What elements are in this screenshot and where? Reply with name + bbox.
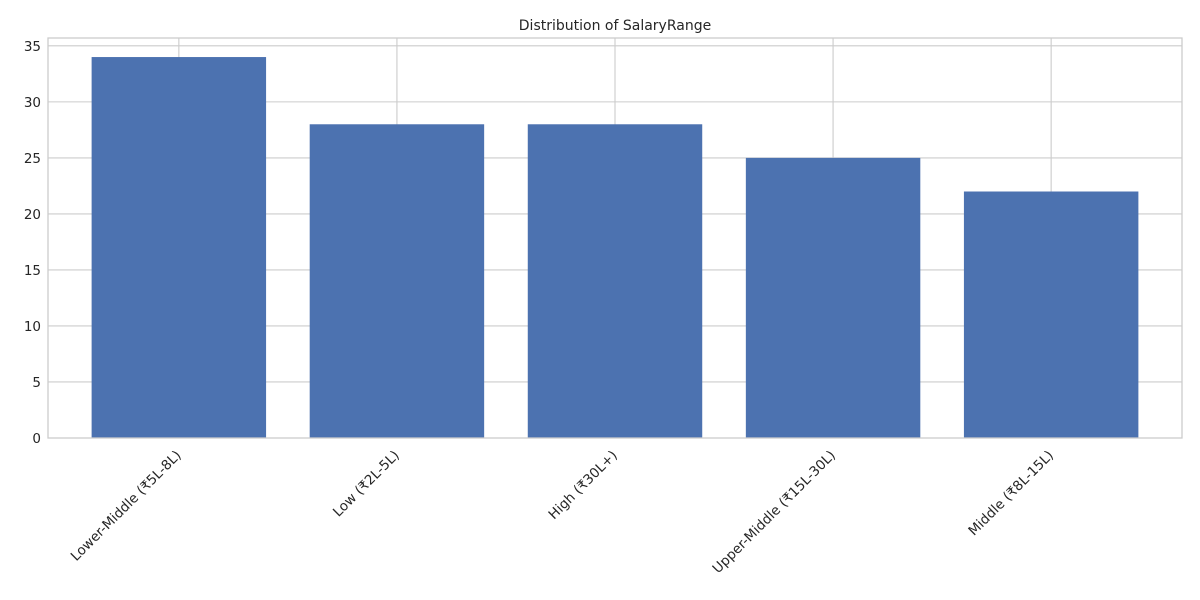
plot-frame <box>47 37 1183 439</box>
y-axis-ticks: 0 5 10 15 20 25 30 35 <box>24 39 41 447</box>
bar <box>527 124 703 439</box>
y-tick-label: 25 <box>24 151 41 167</box>
axes-frame <box>47 37 1183 439</box>
y-tick-label: 15 <box>24 263 41 279</box>
y-tick-label: 10 <box>24 319 41 335</box>
y-tick-label: 35 <box>24 39 41 55</box>
y-tick-label: 0 <box>32 431 41 447</box>
y-tick-label: 20 <box>24 207 41 223</box>
bars <box>91 57 1139 439</box>
bar <box>745 157 921 439</box>
bar <box>309 124 485 439</box>
chart-title: Distribution of SalaryRange <box>519 18 711 34</box>
bar <box>963 191 1139 438</box>
bar <box>91 57 267 439</box>
y-tick-label: 5 <box>32 375 41 391</box>
y-tick-label: 30 <box>24 95 41 111</box>
